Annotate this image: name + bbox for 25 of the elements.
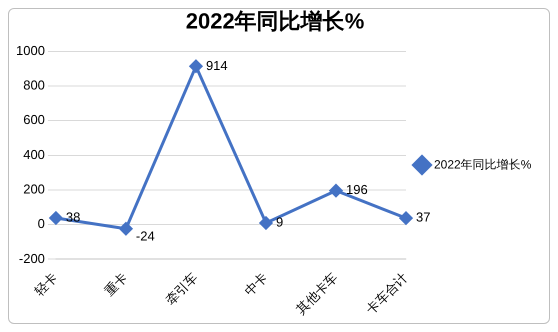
x-tick-label: 轻卡 xyxy=(31,270,60,299)
data-label: 9 xyxy=(276,214,284,230)
point xyxy=(259,216,272,230)
data-label: -24 xyxy=(136,228,155,244)
chart-title: 2022年同比增长% xyxy=(186,8,364,34)
y-tick-label: 200 xyxy=(23,182,45,197)
x-tick-label: 牵引车 xyxy=(162,270,200,308)
y-tick-label: -200 xyxy=(18,250,45,266)
x-tick-label: 其他卡车 xyxy=(293,270,341,318)
data-label: 914 xyxy=(206,58,228,73)
point xyxy=(119,222,132,236)
x-tick-label: 卡车合计 xyxy=(363,270,411,318)
y-tick-label: 800 xyxy=(23,78,45,93)
legend-label: 2022年同比增长% xyxy=(434,157,532,172)
x-tick-label: 重卡 xyxy=(101,270,130,299)
y-tick-label: 0 xyxy=(38,216,45,232)
x-tick-label: 中卡 xyxy=(242,270,271,299)
data-label: 37 xyxy=(416,210,430,225)
point xyxy=(329,184,342,198)
data-label: 196 xyxy=(346,182,368,198)
y-tick-label: 1000 xyxy=(16,42,45,58)
y-tick-label: 600 xyxy=(23,112,45,128)
point xyxy=(400,212,412,225)
y-tick-label: 400 xyxy=(23,146,45,162)
point xyxy=(189,60,202,73)
